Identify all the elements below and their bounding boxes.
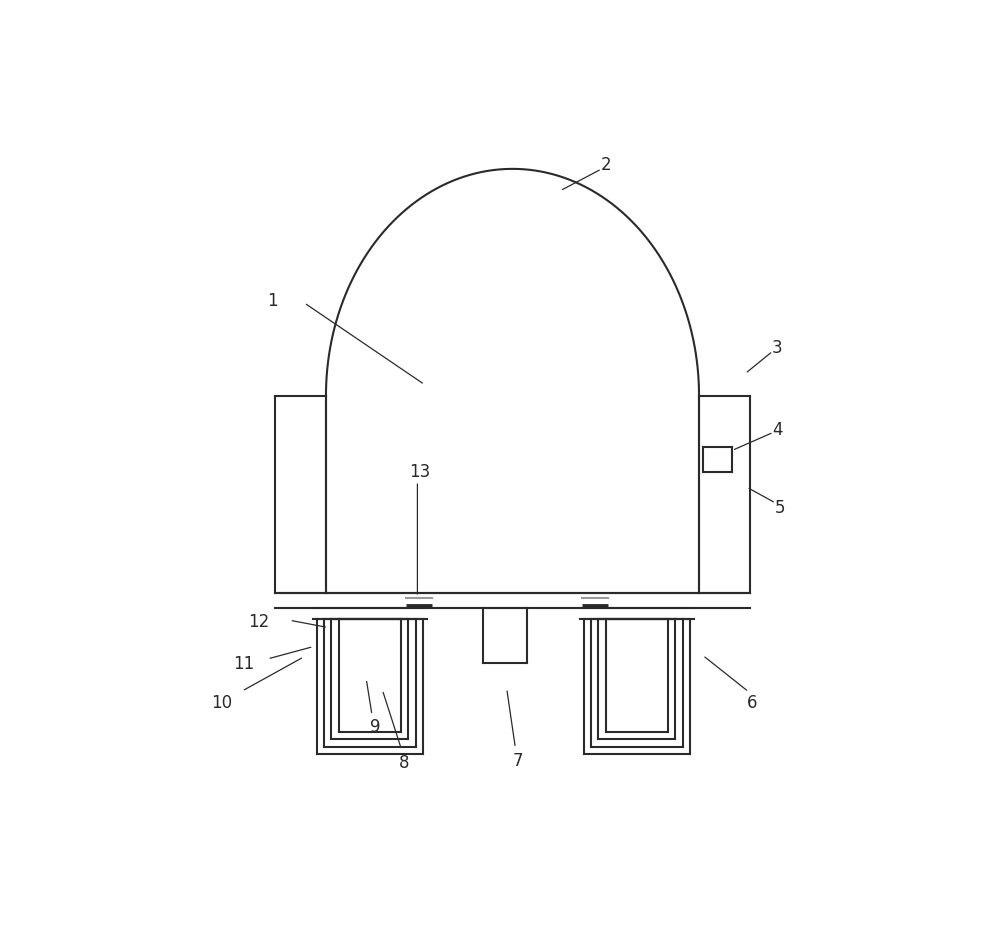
Text: 9: 9 xyxy=(370,718,380,736)
Text: 10: 10 xyxy=(211,694,232,712)
Text: 6: 6 xyxy=(747,694,757,712)
Text: 1: 1 xyxy=(267,292,278,310)
Text: 8: 8 xyxy=(399,754,410,771)
Text: 13: 13 xyxy=(409,464,430,482)
Text: 4: 4 xyxy=(772,421,783,439)
Text: 5: 5 xyxy=(774,499,785,517)
Text: 7: 7 xyxy=(512,752,523,770)
Text: 2: 2 xyxy=(600,156,611,174)
Text: 3: 3 xyxy=(772,339,783,357)
Text: 12: 12 xyxy=(248,614,269,632)
Text: 11: 11 xyxy=(233,656,254,674)
